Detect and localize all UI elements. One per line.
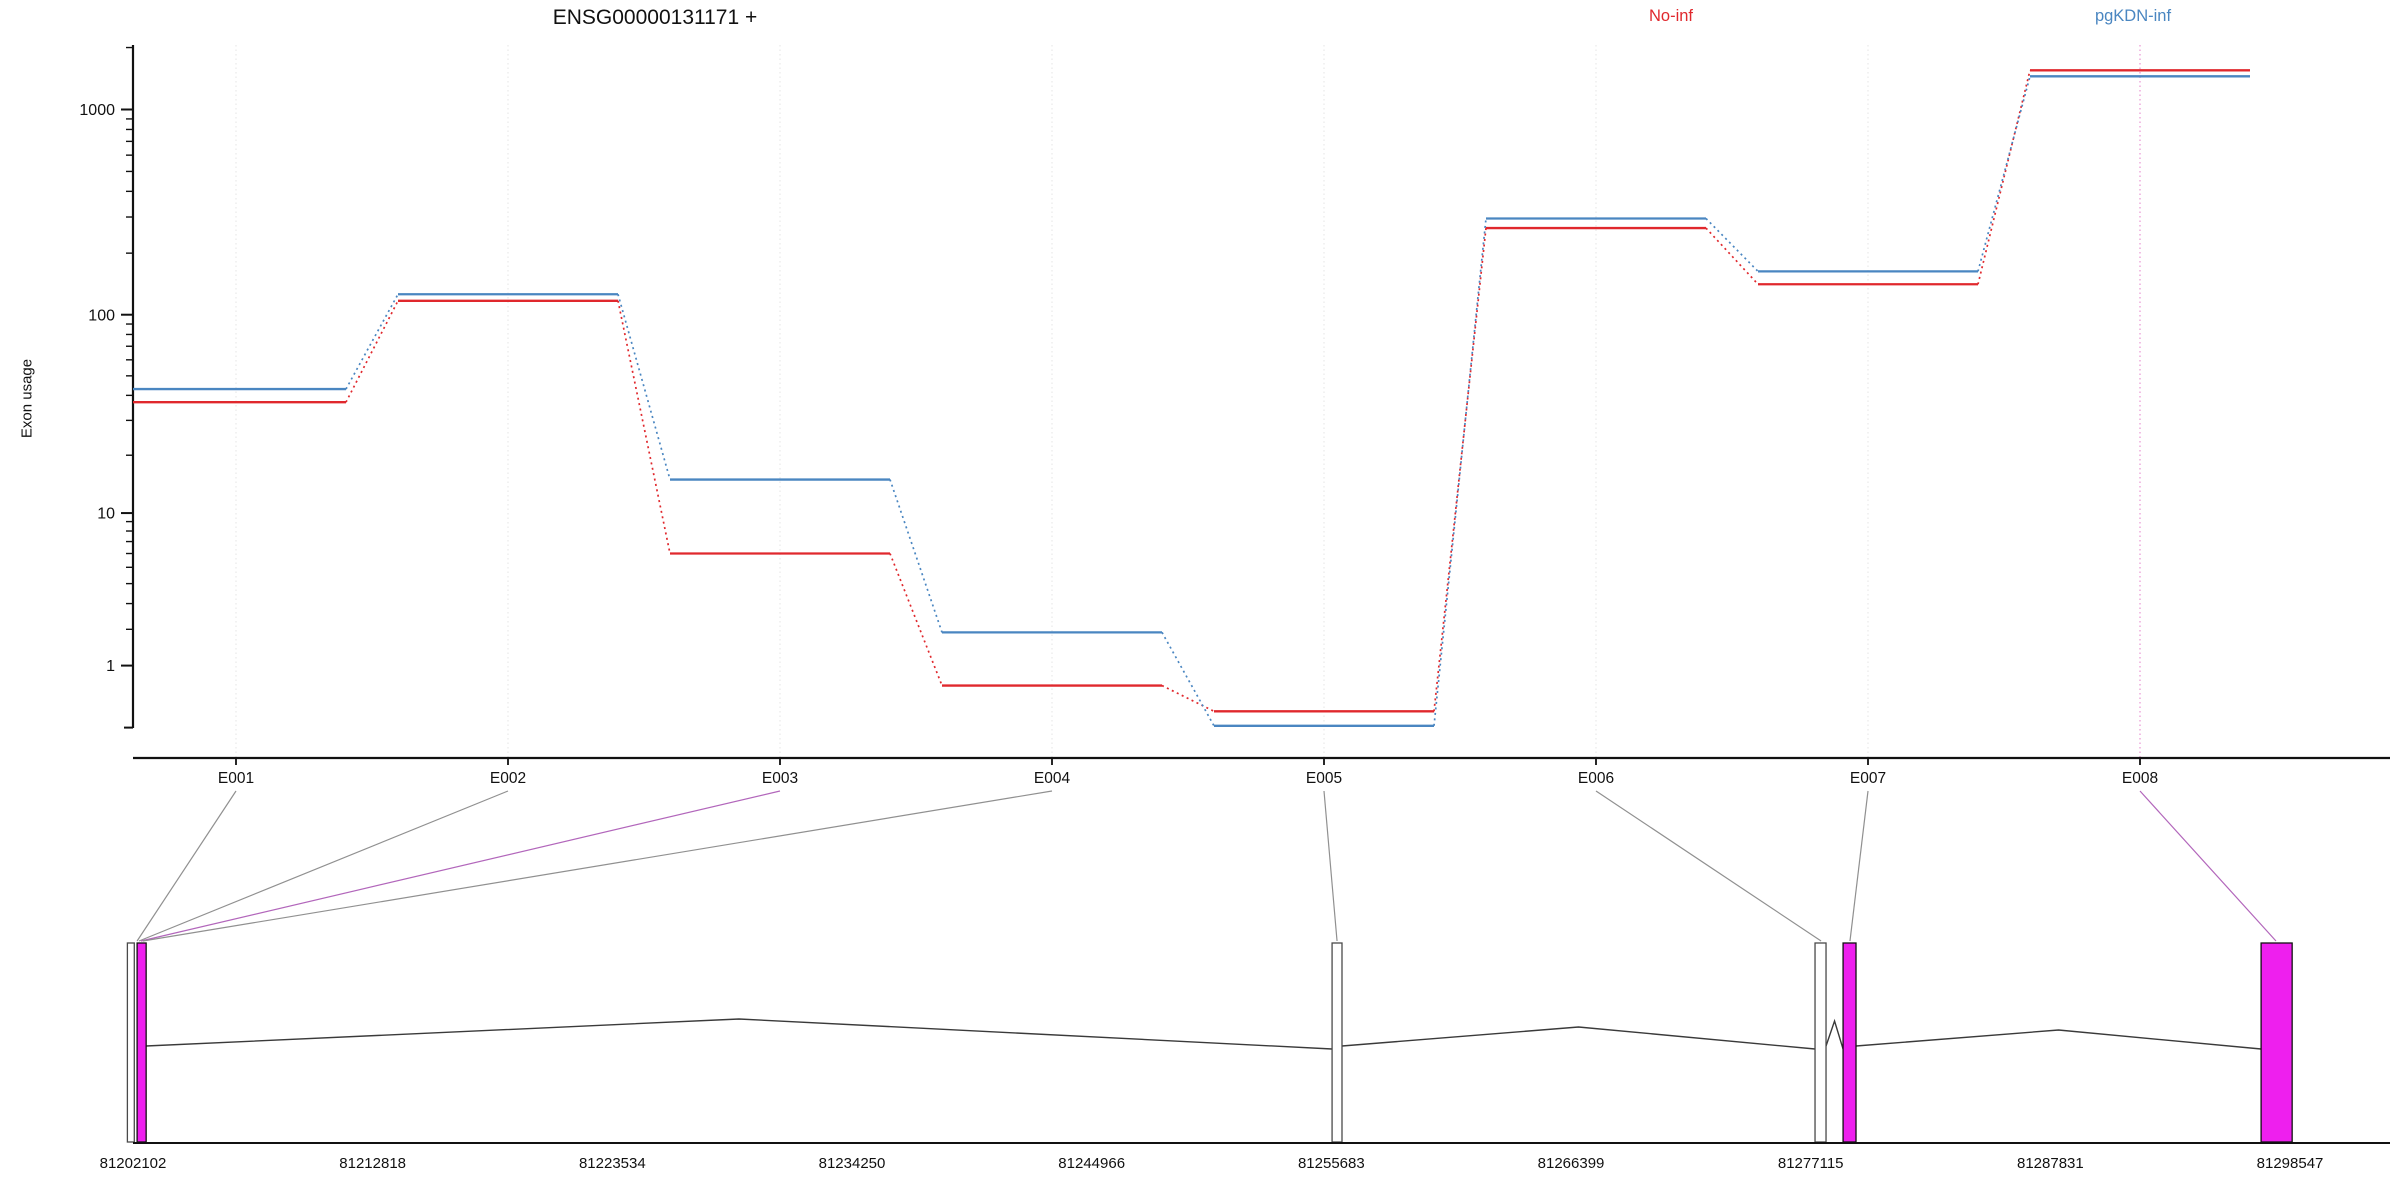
exon-label: E008 [2122,770,2158,787]
exon-label: E003 [762,770,798,787]
genomic-coordinate-label: 81234250 [819,1155,886,1172]
genomic-coordinate-label: 81255683 [1298,1155,1365,1172]
connector-line [136,790,237,942]
exon-label: E007 [1850,770,1886,787]
y-tick-label: 1000 [79,102,115,119]
exon-connector-dotted [1977,76,2031,272]
y-tick-label: 1 [106,658,115,675]
connector-line-highlighted [2139,790,2277,942]
intron-line [1341,1026,1816,1050]
intron-line [1825,1018,1844,1050]
genomic-coordinate-label: 81277115 [1778,1155,1844,1172]
exon-connector-dotted [1705,227,1759,285]
exon-connector-dotted [889,553,943,686]
gene-title: ENSG00000131171 + [552,6,758,29]
exon-connector-dotted [617,300,671,554]
exon-connector-dotted [345,300,399,403]
y-tick-label: 10 [97,506,115,523]
connector-line [1849,790,1869,942]
genomic-coordinate-label: 81266399 [1538,1155,1605,1172]
exon-connector-dotted [1977,70,2031,285]
connector-line [1595,790,1822,942]
genomic-coordinate-label: 81244966 [1058,1155,1125,1172]
legend-pgkdn-inf: pgKDN-inf [2094,7,2172,25]
gene-model: 81202102 81212818 81223534 81234250 81244966… [100,942,2390,1172]
exon-label: E005 [1306,770,1342,787]
exon-connector-dotted [1433,218,1487,726]
transcript-connectors [136,790,2277,942]
exon-connector-dotted [1161,631,1215,727]
exon-connector-dotted [345,293,399,390]
exon-connector-dotted [889,479,943,633]
exon-box [1814,942,1827,1143]
connector-line-highlighted [140,790,781,942]
exon-box-highlighted [1842,942,1857,1143]
y-tick-label: 100 [88,307,115,324]
genomic-coordinate-label: 81202102 [100,1155,167,1172]
exon-connector-dotted [1433,227,1487,712]
y-axis-label: Exon usage [18,358,36,439]
y-axis: 1000 100 10 1 [79,45,135,729]
exon-box-highlighted [136,942,147,1143]
exon-label: E001 [218,770,254,787]
legend-no-inf: No-inf [1648,7,1694,25]
genomic-coordinate-label: 81212818 [339,1155,406,1172]
intron-line [1855,1029,2262,1050]
connector-line [142,790,1053,942]
connector-line [138,790,509,942]
exon-label: E002 [490,770,526,787]
connector-line [1323,790,1338,942]
exon-box [126,942,135,1143]
exon-label: E004 [1034,770,1071,787]
series-pgkdn-inf [133,75,2250,727]
gridlines [235,45,2141,757]
exon-connector-dotted [1161,684,1215,713]
exon-label: E006 [1578,770,1614,787]
genomic-coordinate-label: 81223534 [579,1155,646,1172]
intron-line [145,1018,1333,1050]
genomic-coordinate-label: 81287831 [2017,1155,2084,1172]
exon-connector-dotted [617,293,671,480]
series-no-inf [133,69,2250,713]
genomic-coordinate-label: 81298547 [2257,1155,2324,1172]
exon-box-highlighted [2260,942,2293,1143]
x-axis: E001 E002 E003 E004 E005 E006 E007 E008 [133,756,2390,787]
exon-box [1331,942,1343,1143]
exon-connector-dotted [1705,217,1759,272]
